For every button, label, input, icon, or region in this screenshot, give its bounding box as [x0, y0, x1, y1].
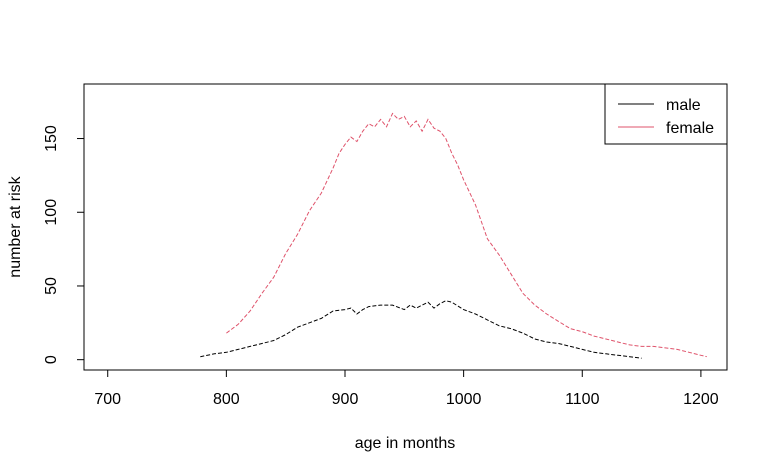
y-tick-label: 50 [43, 277, 60, 295]
y-tick-label: 0 [43, 355, 60, 364]
x-tick-label: 1200 [683, 391, 719, 408]
series-line-female [226, 112, 707, 358]
x-tick-label: 1100 [565, 391, 600, 408]
x-tick-label: 1000 [446, 391, 482, 408]
legend-male-label: male [666, 97, 701, 114]
x-axis-title: age in months [355, 435, 456, 452]
legend: male female [604, 83, 728, 145]
x-tick-label: 700 [94, 391, 121, 408]
x-tick-label: 900 [332, 391, 359, 408]
series-layer [200, 112, 707, 359]
x-tick-label: 800 [213, 391, 240, 408]
y-axis-title: number at risk [7, 175, 24, 277]
legend-box [604, 83, 728, 145]
series-line-male [200, 300, 642, 359]
x-axis: 700 800 900 1000 1100 1200 [94, 369, 719, 408]
y-axis: 0 50 100 150 [43, 125, 85, 364]
y-tick-label: 150 [43, 125, 60, 152]
legend-female-label: female [666, 120, 714, 137]
y-tick-label: 100 [43, 199, 60, 226]
